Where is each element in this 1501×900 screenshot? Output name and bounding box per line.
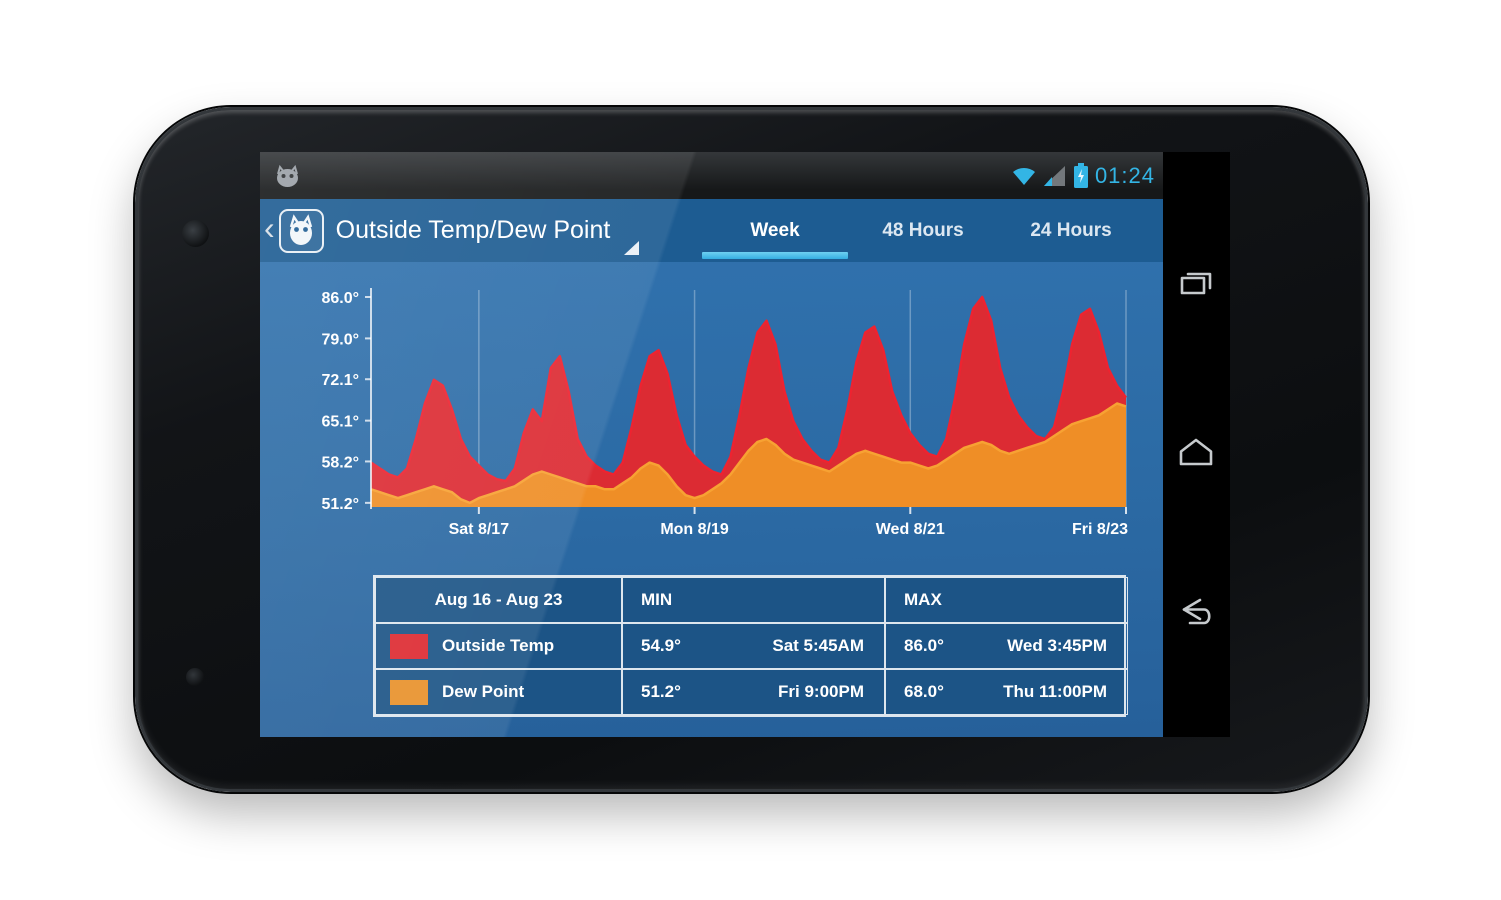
svg-text:86.0°: 86.0° [321, 290, 359, 307]
tab-week[interactable]: Week [701, 199, 849, 262]
back-button[interactable] [1173, 590, 1219, 636]
temp-dew-point-chart: 86.0° 79.0° 72.1° 65.1° 58.2° 51.2° Sat 8/17 Mo… [321, 288, 1128, 538]
svg-text:51.2°: 51.2° [321, 496, 359, 513]
max-time: Wed 3:45PM [1007, 636, 1107, 655]
min-time: Fri 9:00PM [778, 682, 864, 701]
series-label: Outside Temp [442, 636, 555, 655]
series-label: Dew Point [442, 682, 525, 701]
proximity-sensor [186, 668, 204, 686]
front-camera [182, 220, 209, 247]
owl-app-icon [278, 208, 324, 253]
table-row-dew-point-label: Dew Point [375, 669, 622, 715]
svg-text:Fri 8/23: Fri 8/23 [1072, 521, 1128, 538]
table-period-header: Aug 16 - Aug 23 [375, 577, 622, 623]
min-value: 54.9° [641, 636, 681, 655]
tab-bar: Week 48 Hours 24 Hours [701, 199, 1145, 262]
svg-text:79.0°: 79.0° [321, 331, 359, 348]
svg-text:65.1°: 65.1° [321, 414, 359, 431]
dew-point-max-cell: 68.0° Thu 11:00PM [885, 669, 1128, 715]
svg-text:72.1°: 72.1° [321, 372, 359, 389]
screen: 01:24 ‹ Outside Tem [260, 152, 1230, 737]
up-navigation[interactable]: ‹ Outside Temp/Dew Point [260, 199, 640, 262]
table-min-header: MIN [622, 577, 885, 623]
tab-48-hours[interactable]: 48 Hours [882, 219, 964, 241]
summary-table: Aug 16 - Aug 23 MIN MAX Outside Temp 54.… [373, 575, 1128, 717]
navigation-bar [1163, 152, 1230, 737]
outside-temp-min-cell: 54.9° Sat 5:45AM [622, 623, 885, 669]
owl-notification-icon [277, 164, 298, 187]
outside-temp-max-cell: 86.0° Wed 3:45PM [885, 623, 1128, 669]
dew-point-swatch [390, 679, 428, 705]
max-value: 86.0° [904, 636, 944, 655]
svg-text:Sat 8/17: Sat 8/17 [449, 521, 510, 538]
outside-temp-swatch [390, 633, 428, 659]
chart-region: 86.0° 79.0° 72.1° 65.1° 58.2° 51.2° Sat 8/17 Mo… [260, 262, 1163, 737]
dew-point-min-cell: 51.2° Fri 9:00PM [622, 669, 885, 715]
table-max-header: MAX [885, 577, 1128, 623]
signal-icon [1043, 165, 1065, 186]
max-value: 68.0° [904, 682, 944, 701]
home-button[interactable] [1173, 428, 1219, 474]
table-row-outside-temp-label: Outside Temp [375, 623, 622, 669]
recents-button[interactable] [1173, 260, 1219, 306]
app-window: 01:24 ‹ Outside Tem [260, 152, 1163, 737]
svg-text:Wed 8/21: Wed 8/21 [876, 521, 945, 538]
min-value: 51.2° [641, 682, 681, 701]
page-title: Outside Temp/Dew Point [335, 216, 611, 244]
action-bar: ‹ Outside Temp/Dew Point Week [260, 199, 1163, 262]
max-time: Thu 11:00PM [1003, 682, 1107, 701]
status-bar: 01:24 [260, 152, 1163, 199]
home-icon [1179, 438, 1213, 466]
back-icon [1182, 598, 1211, 625]
min-time: Sat 5:45AM [772, 636, 864, 655]
svg-text:58.2°: 58.2° [321, 454, 359, 471]
status-icons: 01:24 [1011, 162, 1155, 189]
clock: 01:24 [1094, 162, 1155, 188]
phone-body: 01:24 ‹ Outside Tem [135, 107, 1368, 792]
tab-24-hours[interactable]: 24 Hours [1030, 219, 1112, 241]
title-spinner-caret-icon[interactable] [624, 241, 640, 255]
battery-charging-icon [1073, 162, 1088, 188]
up-chevron-icon: ‹ [264, 209, 275, 246]
recents-icon [1180, 272, 1212, 295]
wifi-icon [1012, 167, 1035, 185]
svg-text:Mon 8/19: Mon 8/19 [660, 521, 729, 538]
